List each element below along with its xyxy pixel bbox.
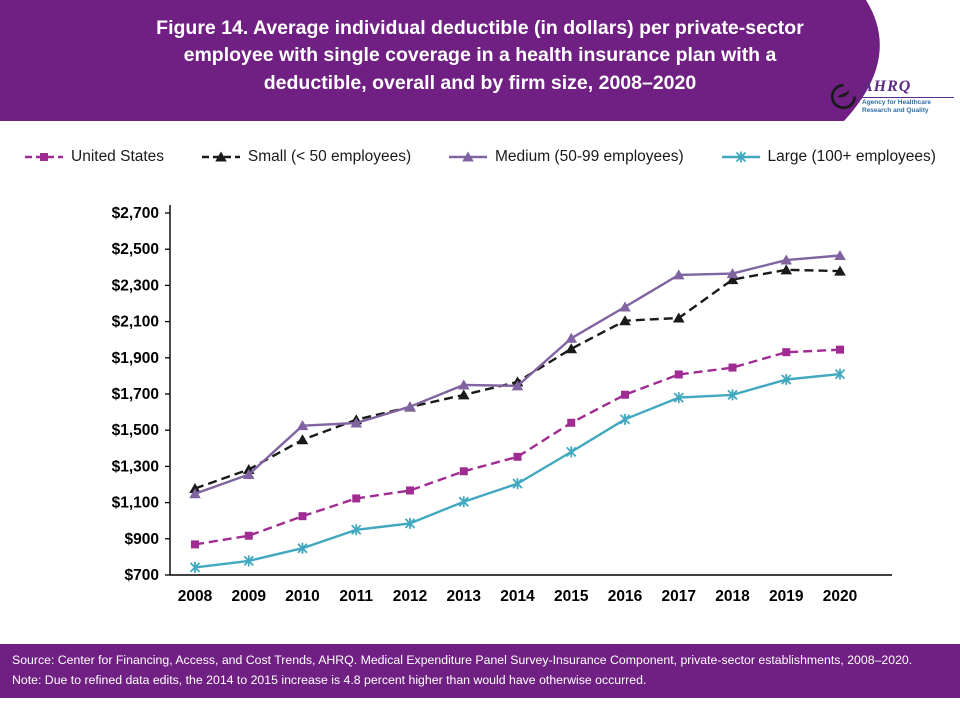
svg-text:$2,100: $2,100 bbox=[112, 314, 159, 331]
logo-wedge: AHRQ Agency for Healthcare Research and … bbox=[810, 0, 960, 121]
svg-text:2017: 2017 bbox=[662, 588, 696, 605]
svg-text:$2,500: $2,500 bbox=[112, 241, 159, 258]
figure-title-line-2: employee with single coverage in a healt… bbox=[183, 44, 777, 67]
svg-text:2019: 2019 bbox=[769, 588, 804, 605]
svg-text:2009: 2009 bbox=[232, 588, 267, 605]
ahrq-tagline: Agency for Healthcare Research and Quali… bbox=[862, 96, 954, 115]
svg-text:2014: 2014 bbox=[500, 588, 535, 605]
svg-text:$1,900: $1,900 bbox=[112, 350, 159, 367]
legend-marker-small-firms-icon bbox=[201, 151, 240, 162]
legend-item-small-firms: Small (< 50 employees) bbox=[201, 148, 411, 166]
svg-text:$900: $900 bbox=[125, 531, 159, 548]
legend-marker-united-states-icon bbox=[25, 153, 63, 161]
deductible-line-chart: $700 $900 $1,100 $1,300 $1,500 $1,700 $1,900 $2… bbox=[112, 205, 892, 605]
svg-text:2013: 2013 bbox=[447, 588, 482, 605]
legend-marker-medium-firms-icon bbox=[449, 151, 487, 162]
svg-text:$1,100: $1,100 bbox=[112, 495, 159, 512]
svg-text:2010: 2010 bbox=[285, 588, 319, 605]
svg-text:2016: 2016 bbox=[608, 588, 643, 605]
title-banner: Figure 14. Average individual deductible… bbox=[0, 0, 960, 121]
figure-title: Figure 14. Average individual deductible… bbox=[80, 15, 880, 97]
svg-text:2020: 2020 bbox=[823, 588, 857, 605]
legend-label-united-states: United States bbox=[71, 148, 165, 165]
svg-text:$1,500: $1,500 bbox=[112, 422, 159, 439]
legend-marker-large-firms-icon bbox=[721, 151, 760, 163]
svg-text:$1,300: $1,300 bbox=[112, 458, 159, 475]
legend-item-medium-firms: Medium (50-99 employees) bbox=[448, 148, 684, 166]
legend-label-medium-firms: Medium (50-99 employees) bbox=[495, 148, 684, 165]
svg-text:2012: 2012 bbox=[393, 588, 427, 605]
svg-text:$2,700: $2,700 bbox=[112, 205, 159, 222]
svg-text:$2,300: $2,300 bbox=[112, 277, 159, 294]
svg-text:2015: 2015 bbox=[554, 588, 589, 605]
wedge-shape bbox=[844, 0, 960, 121]
hhs-logo-icon bbox=[830, 83, 857, 109]
svg-text:2011: 2011 bbox=[339, 588, 373, 605]
ahrq-wordmark: AHRQ bbox=[862, 77, 912, 95]
svg-text:$700: $700 bbox=[125, 567, 159, 584]
svg-text:2018: 2018 bbox=[715, 588, 750, 605]
chart-area: $700 $900 $1,100 $1,300 $1,500 $1,700 $1,900 $2… bbox=[0, 193, 960, 630]
legend-label-large-firms: Large (100+ employees) bbox=[767, 148, 936, 165]
legend-item-united-states: United States bbox=[24, 148, 164, 166]
svg-text:2008: 2008 bbox=[178, 588, 213, 605]
footer-bar: Source: Center for Financing, Access, an… bbox=[0, 644, 960, 698]
data-note: Note: Due to refined data edits, the 201… bbox=[12, 672, 647, 687]
legend-item-large-firms: Large (100+ employees) bbox=[721, 148, 936, 166]
svg-text:$1,700: $1,700 bbox=[112, 386, 159, 403]
source-note: Source: Center for Financing, Access, an… bbox=[12, 653, 913, 667]
legend-label-small-firms: Small (< 50 employees) bbox=[247, 148, 412, 165]
figure-title-line-3: deductible, overall and by firm size, 20… bbox=[263, 71, 697, 94]
figure-title-line-1: Figure 14. Average individual deductible… bbox=[156, 17, 804, 39]
chart-legend: United States Small (< 50 employees) Med… bbox=[24, 148, 936, 166]
ahrq-logo: AHRQ Agency for Healthcare Research and … bbox=[862, 78, 954, 115]
